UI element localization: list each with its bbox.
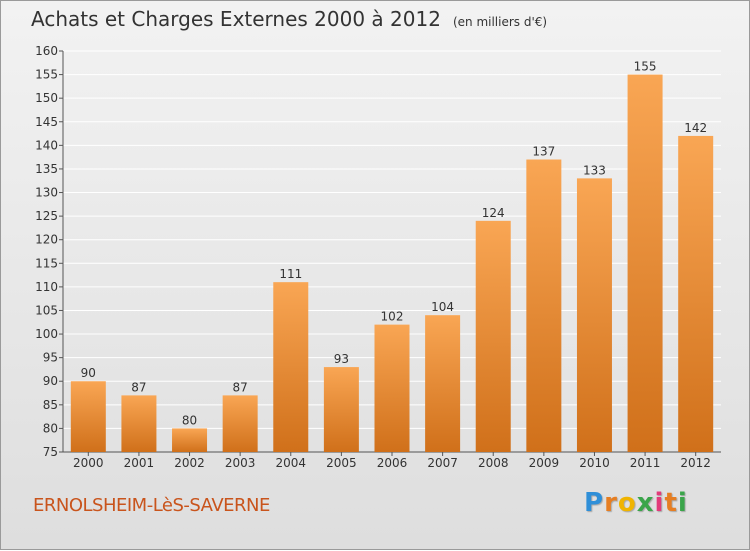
proxiti-logo: Proxiti xyxy=(584,488,688,518)
logo-letter: i xyxy=(654,488,665,518)
bar-2007 xyxy=(425,315,461,452)
data-label: 87 xyxy=(233,380,248,394)
bar-layer xyxy=(70,74,714,453)
bar-2000 xyxy=(70,381,106,452)
bar-2002 xyxy=(172,428,208,452)
y-tick-label: 150 xyxy=(35,91,58,105)
bar-2008 xyxy=(475,220,511,452)
data-label: 155 xyxy=(634,60,657,74)
data-label: 80 xyxy=(182,413,197,427)
bar-2006 xyxy=(374,324,410,452)
y-tick-label: 80 xyxy=(43,421,58,435)
data-label: 102 xyxy=(381,310,404,324)
data-label: 124 xyxy=(482,206,505,220)
data-label: 90 xyxy=(81,366,96,380)
logo-letter: x xyxy=(636,488,655,518)
logo-letter: i xyxy=(677,488,688,518)
data-label: 142 xyxy=(684,121,707,135)
title-unit: (en milliers d'€) xyxy=(452,15,548,29)
x-tick-label: 2011 xyxy=(630,456,661,470)
x-tick-label: 2010 xyxy=(579,456,610,470)
x-tick-label: 2002 xyxy=(174,456,205,470)
x-tick-label: 2006 xyxy=(377,456,408,470)
commune-name: ERNOLSHEIM-LèS-SAVERNE xyxy=(33,495,270,516)
y-tick-label: 115 xyxy=(35,256,58,270)
y-tick-label: 75 xyxy=(43,445,58,459)
y-tick-label: 95 xyxy=(43,351,58,365)
logo-letter: r xyxy=(604,488,618,518)
x-tick-label: 2009 xyxy=(529,456,560,470)
y-tick-label: 110 xyxy=(35,280,58,294)
x-tick-label: 2004 xyxy=(275,456,306,470)
y-tick-label: 90 xyxy=(43,374,58,388)
y-tick-label: 85 xyxy=(43,398,58,412)
data-label: 93 xyxy=(334,352,349,366)
logo-letter: o xyxy=(617,488,637,518)
data-label: 111 xyxy=(279,267,302,281)
bar-2010 xyxy=(576,178,612,452)
title-text: Achats et Charges Externes 2000 à 2012 xyxy=(31,7,441,31)
y-tick-label: 155 xyxy=(35,68,58,82)
data-label: 104 xyxy=(431,300,454,314)
x-tick-label: 2008 xyxy=(478,456,509,470)
y-tick-label: 160 xyxy=(35,44,58,58)
y-tick-label: 100 xyxy=(35,327,58,341)
bar-2011 xyxy=(627,74,663,453)
bar-2009 xyxy=(526,159,562,452)
x-tick-label: 2005 xyxy=(326,456,357,470)
y-tick-label: 135 xyxy=(35,162,58,176)
x-tick-label: 2012 xyxy=(680,456,711,470)
bar-2004 xyxy=(273,282,309,452)
y-tick-label: 145 xyxy=(35,115,58,129)
y-tick-label: 125 xyxy=(35,209,58,223)
label-layer: 90 87 80 87 111 93 102 104 124 137 133 155 142 xyxy=(81,60,707,428)
y-tick-label: 120 xyxy=(35,233,58,247)
y-tick-label: 140 xyxy=(35,138,58,152)
logo-letter: P xyxy=(584,488,605,518)
x-tick-label: 2003 xyxy=(225,456,256,470)
x-tick-label: 2000 xyxy=(73,456,104,470)
bar-2012 xyxy=(678,135,714,452)
y-tick-label: 105 xyxy=(35,303,58,317)
data-label: 133 xyxy=(583,163,606,177)
y-tick-label: 130 xyxy=(35,186,58,200)
bar-2005 xyxy=(323,367,359,452)
chart-title: Achats et Charges Externes 2000 à 2012 (e… xyxy=(31,7,547,31)
bar-2001 xyxy=(121,395,157,452)
logo-letter: t xyxy=(664,488,678,518)
x-tick-label: 2007 xyxy=(427,456,458,470)
x-tick-label: 2001 xyxy=(124,456,155,470)
data-label: 87 xyxy=(131,380,146,394)
bar-2003 xyxy=(222,395,258,452)
data-label: 137 xyxy=(532,145,555,159)
